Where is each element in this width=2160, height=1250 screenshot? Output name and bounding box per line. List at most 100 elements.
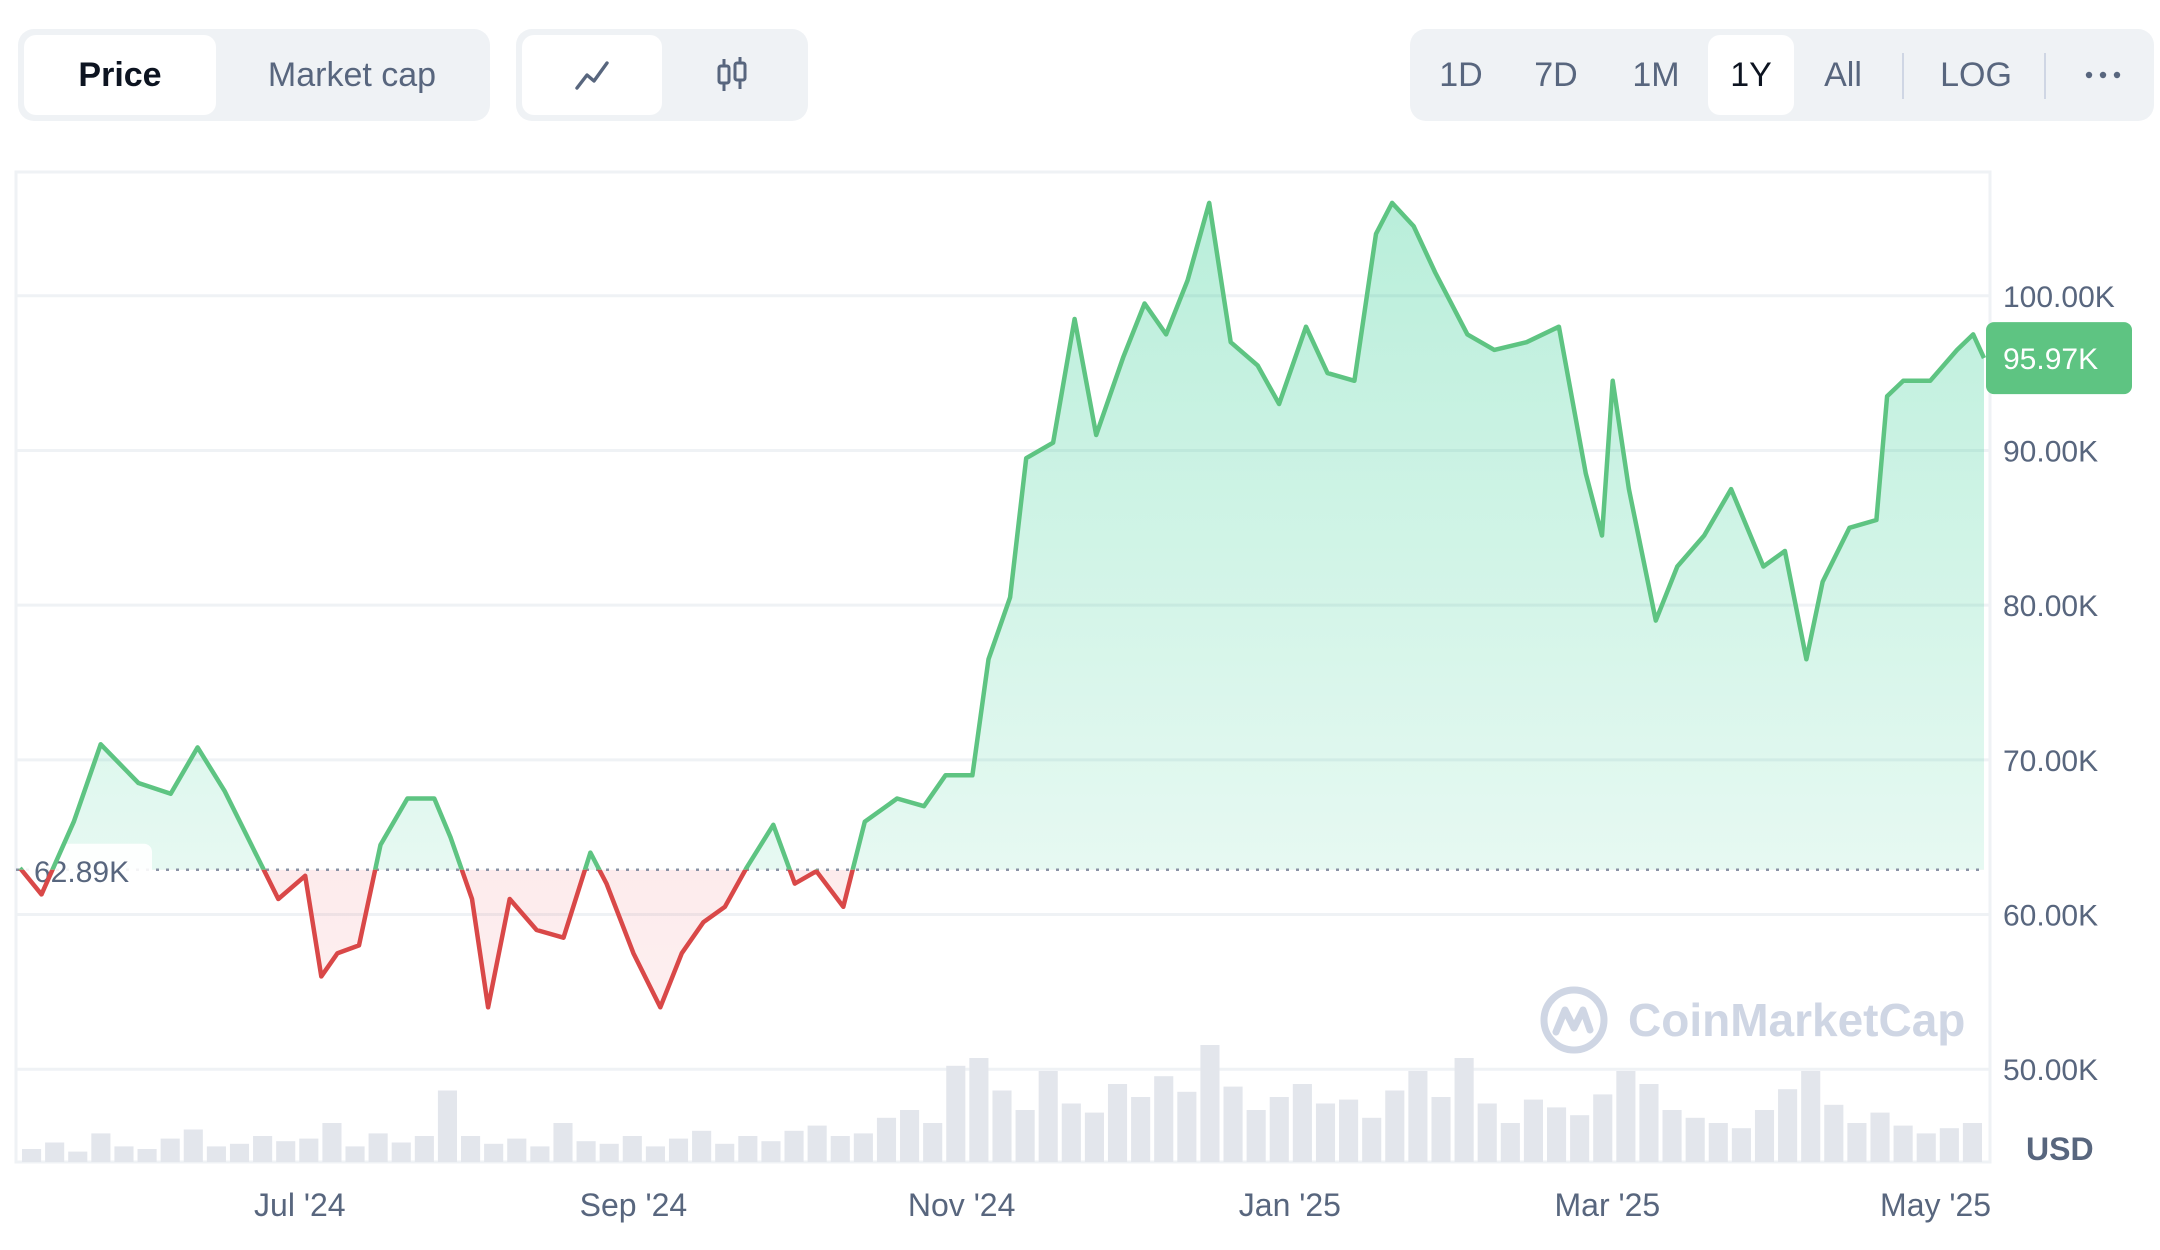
volume-bar (622, 1136, 642, 1162)
metric-tab-group: Price Market cap (18, 29, 490, 121)
y-tick-label: 60.00K (2003, 900, 2098, 933)
volume-bar (437, 1090, 458, 1162)
volume-bar (830, 1136, 850, 1162)
volume-bar (1708, 1123, 1728, 1162)
volume-bar (484, 1143, 504, 1162)
coinmarketcap-logo-icon (1540, 986, 1608, 1054)
volume-bar (553, 1123, 573, 1162)
volume-bar (1731, 1128, 1751, 1162)
volume-bar (946, 1065, 966, 1162)
y-tick-label: 100.00K (2003, 281, 2115, 314)
volume-bar (114, 1146, 134, 1162)
tab-market-cap[interactable]: Market cap (220, 35, 484, 115)
more-horizontal-icon (2085, 71, 2121, 79)
range-tab-all[interactable]: All (1798, 35, 1888, 115)
price-area-above (20, 202, 1984, 870)
volume-bar (1639, 1084, 1659, 1162)
volume-bar (1454, 1058, 1474, 1162)
range-tab-7d[interactable]: 7D (1510, 35, 1602, 115)
volume-bar (1223, 1086, 1243, 1162)
range-tab-1y[interactable]: 1Y (1708, 35, 1794, 115)
x-tick-label: Nov '24 (908, 1187, 1016, 1223)
currency-unit-label: USD (2026, 1131, 2094, 1167)
range-tab-1m-label: 1M (1632, 55, 1680, 94)
volume-bar (1038, 1071, 1058, 1162)
volume-bar (923, 1123, 943, 1162)
more-options-button[interactable] (2058, 35, 2148, 115)
volume-bar (345, 1146, 365, 1162)
chart-type-tab-group (516, 29, 808, 121)
volume-bar (1962, 1123, 1982, 1162)
volume-bar (969, 1058, 989, 1162)
range-tab-1y-label: 1Y (1730, 55, 1772, 94)
volume-bar (229, 1143, 250, 1162)
y-tick-label: 80.00K (2003, 590, 2098, 623)
volume-bar (1154, 1076, 1174, 1162)
candlestick-button[interactable] (662, 35, 802, 115)
volume-bar (668, 1138, 689, 1162)
volume-bar (1616, 1071, 1636, 1162)
volume-bar (876, 1117, 897, 1162)
volume-bar (299, 1138, 319, 1162)
volume-bar (645, 1146, 665, 1162)
volume-bar (1662, 1110, 1682, 1162)
range-tab-7d-label: 7D (1534, 55, 1578, 94)
volume-bar (599, 1143, 619, 1162)
volume-bar (68, 1151, 88, 1162)
volume-bar (1107, 1084, 1128, 1162)
volume-bar (1477, 1103, 1497, 1162)
tab-market-cap-label: Market cap (267, 55, 437, 94)
volume-bar (1084, 1112, 1104, 1162)
volume-bar (22, 1149, 42, 1162)
volume-bar (1500, 1123, 1520, 1162)
volume-bar (137, 1149, 157, 1162)
x-tick-label: Jan '25 (1239, 1187, 1341, 1223)
volume-bar (1362, 1117, 1382, 1162)
volume-bar (276, 1141, 296, 1162)
range-tab-1d-label: 1D (1439, 55, 1483, 94)
volume-bar (761, 1141, 781, 1162)
tab-price-label: Price (78, 55, 162, 94)
volume-bar (1801, 1071, 1821, 1162)
volume-bar (1893, 1125, 1913, 1162)
volume-bar (692, 1130, 712, 1162)
watermark: CoinMarketCap (1540, 986, 1965, 1054)
log-scale-toggle[interactable]: LOG (1914, 35, 2038, 115)
volume-bar (1570, 1115, 1590, 1162)
volume-bar (1916, 1133, 1936, 1162)
volume-bar (322, 1123, 342, 1162)
volume-bar (1200, 1045, 1220, 1162)
range-divider (1902, 53, 1904, 99)
volume-bar (160, 1138, 180, 1162)
volume-bar (1593, 1094, 1613, 1162)
volume-bar (1431, 1097, 1451, 1162)
volume-bar (784, 1130, 804, 1162)
volume-bar (1778, 1089, 1798, 1162)
volume-bar (576, 1141, 596, 1162)
range-tab-1d[interactable]: 1D (1416, 35, 1506, 115)
tab-price[interactable]: Price (24, 35, 216, 115)
volume-bar (1824, 1104, 1844, 1162)
volume-bar (461, 1136, 481, 1162)
volume-bar (1269, 1097, 1289, 1162)
volume-bar (1061, 1103, 1081, 1162)
range-tab-1m[interactable]: 1M (1606, 35, 1706, 115)
volume-bar (1131, 1097, 1151, 1162)
y-tick-label: 70.00K (2003, 745, 2098, 778)
volume-bar (1408, 1071, 1428, 1162)
volume-bar (1315, 1103, 1336, 1162)
line-chart-button[interactable] (522, 35, 662, 115)
volume-bar (368, 1133, 388, 1162)
current-price-label: 95.97K (2003, 343, 2098, 376)
watermark-text: CoinMarketCap (1628, 994, 1965, 1046)
more-divider (2044, 53, 2046, 99)
volume-bar (1685, 1117, 1705, 1162)
range-tab-all-label: All (1824, 55, 1862, 94)
x-tick-label: Sep '24 (580, 1187, 688, 1223)
volume-bar (1385, 1090, 1405, 1162)
line-chart-icon (575, 61, 609, 90)
volume-bar (507, 1138, 527, 1162)
x-tick-label: Jul '24 (254, 1187, 346, 1223)
volume-bar (1339, 1099, 1359, 1162)
